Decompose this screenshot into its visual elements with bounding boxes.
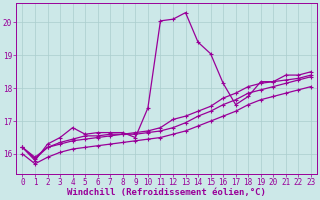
X-axis label: Windchill (Refroidissement éolien,°C): Windchill (Refroidissement éolien,°C) <box>67 188 266 197</box>
